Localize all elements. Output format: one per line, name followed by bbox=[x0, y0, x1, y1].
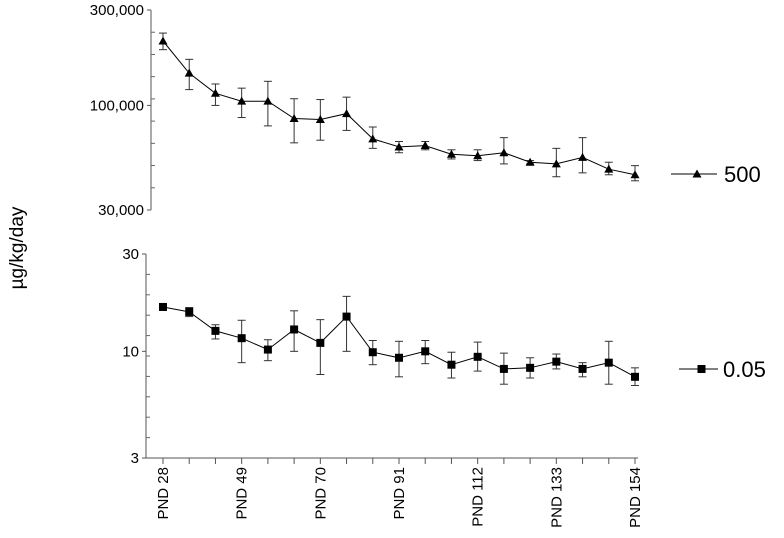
y-tick-label: 3 bbox=[131, 450, 139, 467]
y-tick-label: 30 bbox=[122, 246, 139, 263]
y-tick-label: 300,000 bbox=[90, 2, 144, 19]
data-point bbox=[447, 360, 456, 369]
data-point bbox=[315, 115, 325, 124]
data-point bbox=[368, 348, 377, 357]
y-tick-label: 30,000 bbox=[98, 202, 144, 219]
data-point bbox=[604, 164, 614, 173]
data-point bbox=[290, 325, 299, 334]
x-tick-label: PND 49 bbox=[234, 467, 251, 520]
data-point bbox=[395, 353, 403, 362]
data-point bbox=[473, 151, 483, 160]
x-tick-label: PND 91 bbox=[391, 467, 408, 520]
data-point bbox=[185, 307, 194, 316]
data-point bbox=[526, 363, 535, 372]
data-point bbox=[525, 157, 535, 166]
data-point bbox=[420, 141, 430, 150]
x-tick-label: PND 28 bbox=[155, 467, 172, 520]
y-tick-label: 10 bbox=[122, 343, 139, 360]
panel-1: 30,000 100,000 300,000 500 bbox=[90, 2, 761, 219]
data-point bbox=[552, 357, 561, 366]
y-axis-label: µg/kg/day bbox=[7, 206, 28, 289]
data-point bbox=[237, 96, 247, 105]
data-point bbox=[342, 312, 351, 321]
error-bar bbox=[316, 319, 325, 375]
data-point bbox=[394, 142, 404, 151]
data-point bbox=[368, 134, 378, 143]
legend-1: 500 bbox=[671, 162, 761, 187]
x-tick-label: PND 154 bbox=[627, 467, 644, 528]
data-point bbox=[316, 338, 325, 347]
legend-marker bbox=[692, 169, 702, 178]
data-point bbox=[499, 148, 509, 157]
legend-label: 0.05 bbox=[723, 357, 766, 382]
data-point bbox=[421, 347, 430, 356]
data-point bbox=[289, 114, 299, 123]
data-point bbox=[604, 358, 613, 367]
data-point bbox=[159, 302, 167, 311]
data-point bbox=[237, 334, 246, 343]
data-point bbox=[158, 36, 168, 45]
data-point bbox=[499, 364, 508, 373]
x-tick-label: PND 112 bbox=[470, 467, 487, 527]
data-point bbox=[263, 96, 273, 105]
data-point bbox=[630, 170, 640, 179]
data-point bbox=[342, 109, 352, 118]
data-point bbox=[551, 159, 561, 168]
series-line bbox=[162, 40, 636, 176]
legend-label: 500 bbox=[724, 162, 761, 187]
data-point bbox=[263, 345, 272, 354]
panel-2: 3 10 30 0.05 bbox=[122, 246, 766, 467]
legend-2: 0.05 bbox=[679, 357, 766, 382]
data-point bbox=[578, 152, 588, 161]
y-tick-label: 100,000 bbox=[90, 97, 144, 114]
data-point bbox=[631, 372, 639, 381]
x-tick-label: PND 70 bbox=[312, 467, 329, 520]
data-point bbox=[446, 149, 456, 158]
x-axis: PND 28 PND 49 PND 70 PND 91 PND 112 PND 133 PN… bbox=[146, 457, 644, 528]
data-point bbox=[473, 352, 482, 361]
data-point bbox=[211, 326, 220, 335]
legend-marker bbox=[697, 365, 706, 373]
x-tick-label: PND 133 bbox=[548, 467, 565, 528]
data-point bbox=[210, 88, 220, 97]
data-point bbox=[578, 364, 587, 373]
data-point bbox=[184, 68, 194, 77]
error-bar bbox=[342, 295, 351, 352]
